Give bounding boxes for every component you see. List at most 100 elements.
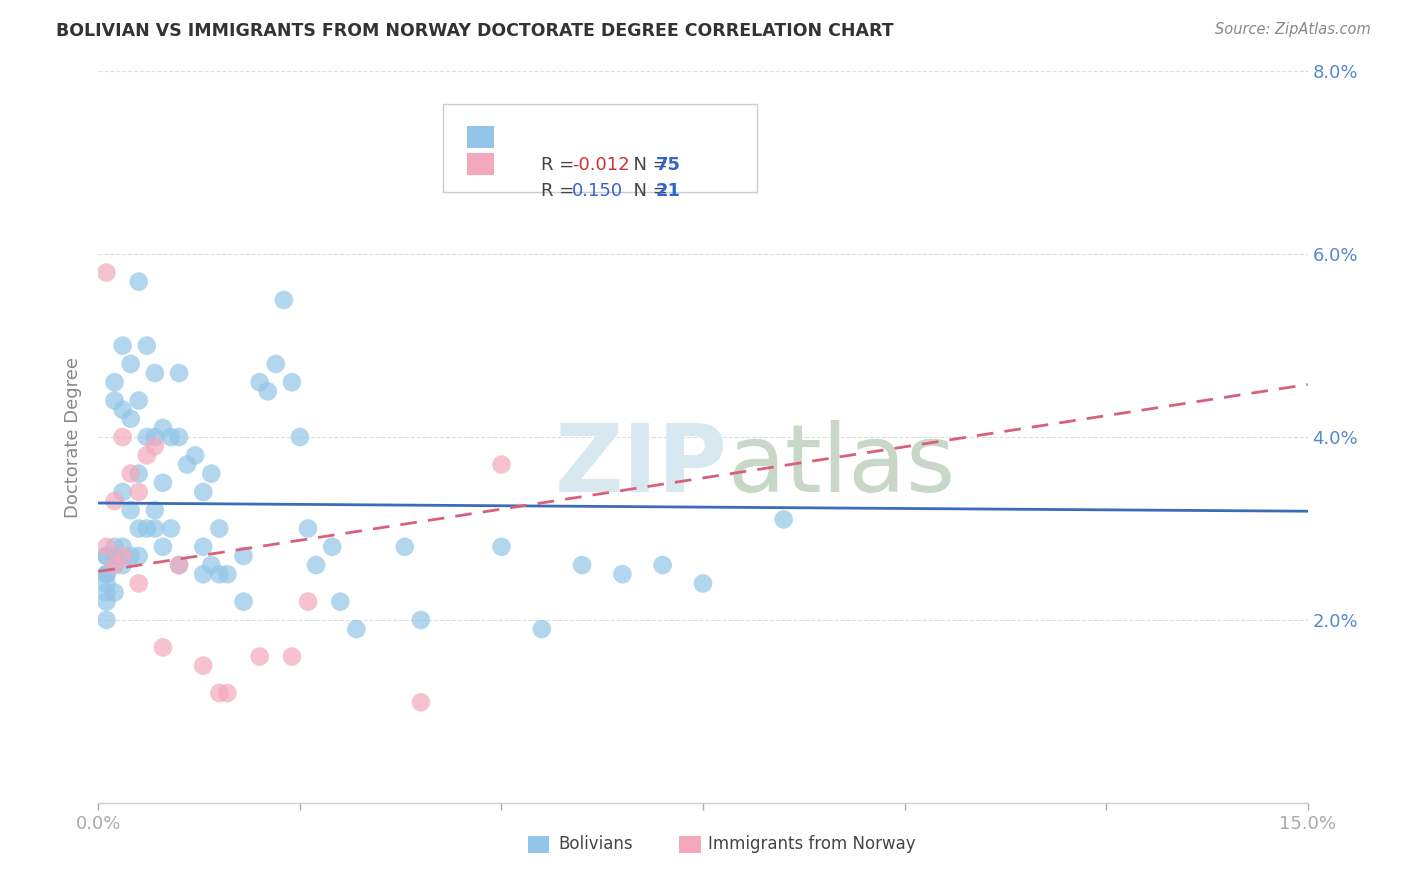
Point xyxy=(208,686,231,700)
Point xyxy=(394,540,416,554)
Point xyxy=(193,540,215,554)
Point xyxy=(111,485,134,500)
Text: R =: R = xyxy=(541,156,579,174)
Point xyxy=(264,357,287,371)
Point xyxy=(281,649,304,664)
Point xyxy=(96,549,118,563)
Point xyxy=(232,595,254,609)
Point xyxy=(612,567,634,582)
Point xyxy=(160,430,183,444)
Point xyxy=(135,449,157,463)
Point xyxy=(103,540,125,554)
Point xyxy=(120,503,142,517)
Point xyxy=(96,576,118,591)
Point xyxy=(120,549,142,563)
Point xyxy=(651,558,673,573)
Point xyxy=(297,595,319,609)
Point xyxy=(111,558,134,573)
Point xyxy=(120,357,142,371)
Text: -0.012: -0.012 xyxy=(572,156,630,174)
Point xyxy=(176,458,198,472)
Point xyxy=(321,540,343,554)
Point xyxy=(111,540,134,554)
Point xyxy=(256,384,278,399)
Point xyxy=(208,521,231,535)
Text: 21: 21 xyxy=(657,182,681,200)
Point xyxy=(288,430,311,444)
Point xyxy=(120,467,142,481)
Point xyxy=(249,376,271,390)
Point xyxy=(128,275,150,289)
Point xyxy=(128,485,150,500)
Point xyxy=(297,521,319,535)
Point xyxy=(249,649,271,664)
FancyBboxPatch shape xyxy=(443,104,758,192)
FancyBboxPatch shape xyxy=(527,837,550,853)
Point xyxy=(103,549,125,563)
Point xyxy=(96,585,118,599)
Text: 0.150: 0.150 xyxy=(572,182,623,200)
Point xyxy=(184,449,207,463)
Point xyxy=(208,567,231,582)
Point xyxy=(273,293,295,307)
Point xyxy=(143,430,166,444)
Point xyxy=(409,613,432,627)
Point xyxy=(143,521,166,535)
Point xyxy=(96,540,118,554)
Point xyxy=(103,558,125,573)
Text: Bolivians: Bolivians xyxy=(558,836,633,854)
Point xyxy=(128,467,150,481)
Point xyxy=(281,376,304,390)
Text: N =: N = xyxy=(623,182,673,200)
Point xyxy=(96,549,118,563)
Point xyxy=(193,567,215,582)
Point xyxy=(167,430,190,444)
Point xyxy=(152,540,174,554)
Point xyxy=(135,338,157,352)
Point xyxy=(409,695,432,709)
Y-axis label: Doctorate Degree: Doctorate Degree xyxy=(65,357,83,517)
Text: ZIP: ZIP xyxy=(554,420,727,512)
Point xyxy=(96,266,118,280)
Point xyxy=(143,503,166,517)
Point xyxy=(344,622,367,636)
Text: Source: ZipAtlas.com: Source: ZipAtlas.com xyxy=(1215,22,1371,37)
Point xyxy=(120,412,142,426)
Point xyxy=(305,558,328,573)
Point xyxy=(200,467,222,481)
Point xyxy=(217,686,239,700)
Point xyxy=(217,567,239,582)
Point xyxy=(111,402,134,417)
Point xyxy=(152,475,174,490)
Point xyxy=(491,458,513,472)
Point xyxy=(530,622,553,636)
Point xyxy=(135,521,157,535)
Point xyxy=(160,521,183,535)
Point xyxy=(96,567,118,582)
FancyBboxPatch shape xyxy=(467,153,494,175)
Point xyxy=(103,558,125,573)
Point xyxy=(491,540,513,554)
Point xyxy=(111,430,134,444)
Point xyxy=(200,558,222,573)
Point xyxy=(128,549,150,563)
FancyBboxPatch shape xyxy=(467,126,494,148)
Point xyxy=(96,595,118,609)
Text: R =: R = xyxy=(541,182,585,200)
Point xyxy=(128,521,150,535)
Point xyxy=(128,393,150,408)
Point xyxy=(103,494,125,508)
Point xyxy=(772,512,794,526)
Point xyxy=(103,376,125,390)
Point xyxy=(167,558,190,573)
Point xyxy=(135,430,157,444)
Point xyxy=(152,421,174,435)
Text: 75: 75 xyxy=(657,156,681,174)
Text: atlas: atlas xyxy=(727,420,956,512)
FancyBboxPatch shape xyxy=(679,837,700,853)
Point xyxy=(143,439,166,453)
Point xyxy=(329,595,352,609)
Point xyxy=(232,549,254,563)
Point xyxy=(167,558,190,573)
Point xyxy=(143,366,166,380)
